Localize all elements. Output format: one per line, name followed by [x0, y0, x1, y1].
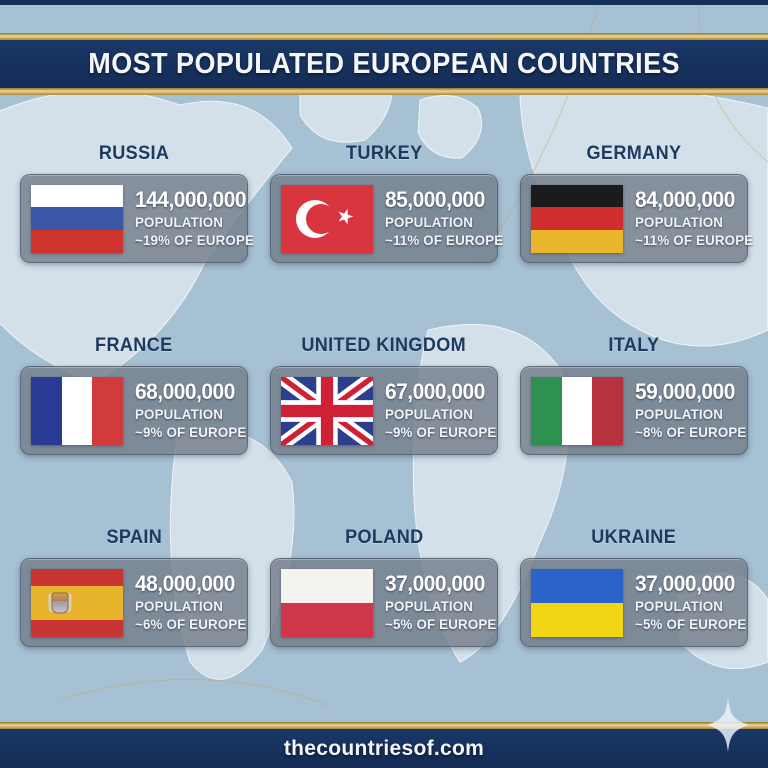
footer-gold-divider — [0, 722, 768, 729]
population-value: 68,000,000 — [135, 378, 235, 404]
country-name: UKRAINE — [591, 527, 677, 548]
europe-share: ~6% OF EUROPE — [135, 615, 247, 632]
country-cell: SPAIN 48,000,000 POPULATION ~6% OF EUROP… — [20, 527, 248, 647]
population-label: POPULATION — [385, 406, 474, 423]
footer-band: thecountriesof.com — [0, 729, 768, 768]
country-flag-icon: ★ — [281, 184, 373, 253]
population-value: 144,000,000 — [135, 186, 247, 212]
country-cell: UNITED KINGDOM 67,000,000 POPULATION ~9%… — [270, 335, 498, 455]
population-value: 37,000,000 — [385, 570, 485, 596]
country-card: 59,000,000 POPULATION ~8% OF EUROPE — [520, 366, 748, 455]
country-card: 84,000,000 POPULATION ~11% OF EUROPE — [520, 174, 754, 263]
population-value: 48,000,000 — [135, 570, 235, 596]
country-stats: 37,000,000 POPULATION ~5% OF EUROPE — [635, 570, 747, 633]
population-value: 37,000,000 — [635, 570, 735, 596]
country-name: POLAND — [344, 527, 424, 548]
population-value: 84,000,000 — [635, 186, 735, 212]
country-name: GERMANY — [586, 143, 682, 164]
header-band: MOST POPULATED EUROPEAN COUNTRIES — [0, 40, 768, 88]
country-cell: GERMANY 84,000,000 POPULATION ~11% OF EU… — [520, 143, 754, 263]
country-card: 48,000,000 POPULATION ~6% OF EUROPE — [20, 558, 248, 647]
website-url: thecountriesof.com — [283, 736, 485, 760]
europe-share: ~9% OF EUROPE — [385, 423, 497, 440]
population-value: 67,000,000 — [385, 378, 485, 404]
country-name: RUSSIA — [98, 143, 170, 164]
country-flag-icon — [281, 376, 373, 445]
country-flag-icon — [531, 376, 623, 445]
europe-share: ~9% OF EUROPE — [135, 423, 247, 440]
country-stats: 48,000,000 POPULATION ~6% OF EUROPE — [135, 570, 247, 633]
country-name: TURKEY — [345, 143, 423, 164]
population-label: POPULATION — [385, 598, 474, 615]
europe-share: ~8% OF EUROPE — [635, 423, 747, 440]
population-value: 85,000,000 — [385, 186, 485, 212]
europe-share: ~19% OF EUROPE — [135, 231, 255, 248]
header-gold-divider-top — [0, 33, 768, 40]
population-label: POPULATION — [635, 406, 724, 423]
country-cell: ITALY 59,000,000 POPULATION ~8% OF EUROP… — [520, 335, 748, 455]
country-flag-icon — [31, 376, 123, 445]
population-label: POPULATION — [135, 406, 224, 423]
country-flag-icon — [281, 568, 373, 637]
page-title: MOST POPULATED EUROPEAN COUNTRIES — [88, 47, 680, 80]
country-stats: 37,000,000 POPULATION ~5% OF EUROPE — [385, 570, 497, 633]
country-cell: POLAND 37,000,000 POPULATION ~5% OF EURO… — [270, 527, 498, 647]
country-name: ITALY — [608, 335, 660, 356]
country-cell: TURKEY ★ 85,000,000 POPULATION ~11% OF E… — [270, 143, 504, 263]
country-stats: 84,000,000 POPULATION ~11% OF EUROPE — [635, 186, 754, 249]
countries-grid: RUSSIA 144,000,000 POPULATION ~19% OF EU… — [0, 95, 768, 719]
country-card: 37,000,000 POPULATION ~5% OF EUROPE — [270, 558, 498, 647]
population-label: POPULATION — [635, 214, 724, 231]
country-name: UNITED KINGDOM — [301, 335, 467, 356]
country-stats: 59,000,000 POPULATION ~8% OF EUROPE — [635, 378, 747, 441]
population-label: POPULATION — [635, 598, 724, 615]
country-name: FRANCE — [95, 335, 173, 356]
country-name: SPAIN — [106, 527, 162, 548]
country-cell: UKRAINE 37,000,000 POPULATION ~5% OF EUR… — [520, 527, 748, 647]
top-border-strip — [0, 0, 768, 5]
country-cell: FRANCE 68,000,000 POPULATION ~9% OF EURO… — [20, 335, 248, 455]
country-stats: 85,000,000 POPULATION ~11% OF EUROPE — [385, 186, 504, 249]
country-card: ★ 85,000,000 POPULATION ~11% OF EUROPE — [270, 174, 504, 263]
country-cell: RUSSIA 144,000,000 POPULATION ~19% OF EU… — [20, 143, 255, 263]
europe-share: ~5% OF EUROPE — [385, 615, 497, 632]
population-value: 59,000,000 — [635, 378, 735, 404]
country-card: 67,000,000 POPULATION ~9% OF EUROPE — [270, 366, 498, 455]
country-flag-icon — [531, 184, 623, 253]
country-card: 37,000,000 POPULATION ~5% OF EUROPE — [520, 558, 748, 647]
country-flag-icon — [31, 184, 123, 253]
population-label: POPULATION — [135, 598, 224, 615]
country-stats: 144,000,000 POPULATION ~19% OF EUROPE — [135, 186, 255, 249]
population-label: POPULATION — [385, 214, 474, 231]
sparkle-icon — [707, 698, 749, 752]
header-gold-divider-bottom — [0, 88, 768, 95]
country-stats: 68,000,000 POPULATION ~9% OF EUROPE — [135, 378, 247, 441]
country-card: 68,000,000 POPULATION ~9% OF EUROPE — [20, 366, 248, 455]
country-flag-icon — [31, 568, 123, 637]
country-card: 144,000,000 POPULATION ~19% OF EUROPE — [20, 174, 255, 263]
europe-share: ~11% OF EUROPE — [635, 231, 754, 248]
europe-share: ~11% OF EUROPE — [385, 231, 504, 248]
population-label: POPULATION — [135, 214, 224, 231]
country-flag-icon — [531, 568, 623, 637]
country-stats: 67,000,000 POPULATION ~9% OF EUROPE — [385, 378, 497, 441]
europe-share: ~5% OF EUROPE — [635, 615, 747, 632]
